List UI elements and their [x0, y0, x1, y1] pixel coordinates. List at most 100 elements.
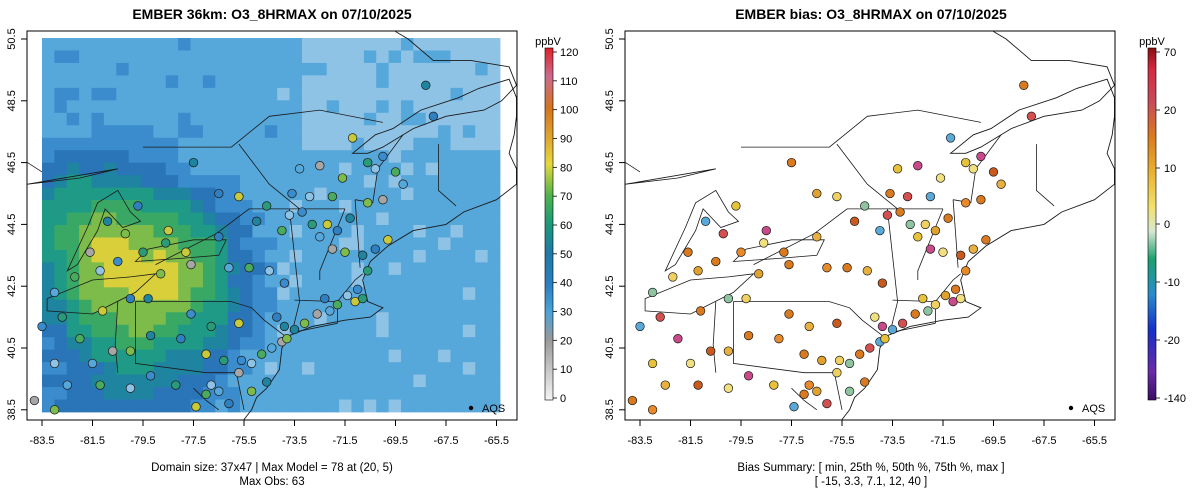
observation-point	[171, 380, 181, 390]
heatmap-cell	[190, 87, 204, 101]
heatmap-cell	[202, 125, 216, 139]
observation-point	[312, 309, 322, 319]
heatmap-cell	[42, 237, 55, 251]
heatmap-cell	[79, 100, 92, 114]
heatmap-cell	[314, 324, 328, 338]
colorbar-tick-label: 110	[560, 76, 578, 88]
heatmap-cell	[314, 187, 328, 201]
heatmap-cell	[339, 62, 352, 76]
heatmap-cell	[450, 50, 464, 64]
heatmap-cell	[79, 75, 92, 89]
heatmap-cell	[326, 349, 340, 363]
observation-point	[145, 371, 156, 381]
bias-point	[902, 191, 913, 202]
heatmap-cell	[326, 387, 340, 400]
heatmap-cell	[215, 50, 229, 64]
left-plot-frame	[26, 30, 518, 421]
heatmap-cell	[227, 87, 241, 101]
heatmap-cell	[141, 337, 154, 351]
heatmap-cell	[376, 62, 389, 76]
bias-point	[789, 402, 799, 412]
state-border	[733, 301, 883, 336]
heatmap-cell	[116, 212, 130, 226]
heatmap-cell	[153, 274, 167, 288]
observation-point	[284, 210, 295, 220]
heatmap-cell	[103, 249, 117, 263]
heatmap-cell	[91, 75, 105, 89]
heatmap-cell	[301, 399, 315, 413]
heatmap-cell	[153, 212, 167, 226]
right-footer-line2: [ -15, 3.3, 7.1, 12, 40 ]	[815, 476, 928, 488]
heatmap-cell	[103, 324, 117, 338]
right-plot-frame	[624, 30, 1116, 421]
heatmap-cell	[487, 312, 501, 326]
observation-point	[181, 247, 191, 257]
heatmap-cell	[475, 62, 489, 76]
heatmap-cell	[264, 237, 278, 251]
heatmap-cell	[462, 200, 476, 213]
observation-point	[299, 318, 310, 328]
heatmap-cell	[240, 150, 253, 164]
heatmap-cell	[462, 362, 476, 375]
heatmap-cell	[438, 349, 451, 363]
left-footer-line2: Max Obs: 63	[239, 476, 304, 488]
left-colorbar-unit: ppbV	[535, 36, 561, 48]
heatmap-cell	[301, 162, 315, 176]
right-aqs-legend-label: AQS	[1082, 403, 1105, 415]
heatmap-cell	[277, 75, 290, 89]
bias-point	[804, 380, 814, 390]
heatmap-cell	[326, 374, 340, 388]
heatmap-cell	[178, 162, 191, 176]
heatmap-cell	[165, 125, 179, 139]
heatmap-cell	[438, 362, 451, 375]
heatmap-cell	[42, 212, 55, 226]
bias-point	[943, 213, 953, 223]
heatmap-cell	[202, 274, 216, 288]
heatmap-cell	[438, 187, 451, 201]
heatmap-cell	[153, 137, 167, 151]
heatmap-cell	[475, 187, 489, 201]
heatmap-cell	[388, 374, 402, 388]
heatmap-cell	[240, 50, 253, 64]
heatmap-cell	[153, 349, 167, 363]
bias-point	[925, 191, 936, 202]
heatmap-cell	[425, 249, 439, 263]
heatmap-cell	[178, 225, 191, 238]
heatmap-cell	[103, 112, 117, 126]
observation-point	[287, 188, 297, 199]
observation-point	[206, 321, 216, 332]
heatmap-cell	[475, 387, 489, 400]
heatmap-cell	[264, 62, 278, 76]
heatmap-cell	[202, 237, 216, 251]
bias-point	[647, 287, 658, 298]
heatmap-cell	[376, 349, 389, 363]
heatmap-cell	[141, 112, 154, 126]
heatmap-cell	[54, 212, 68, 226]
heatmap-cell	[388, 337, 402, 351]
heatmap-cell	[376, 362, 389, 375]
bias-point	[723, 383, 734, 393]
heatmap-cell	[42, 137, 55, 151]
bias-point	[706, 346, 716, 356]
heatmap-cell	[301, 237, 315, 251]
bias-point	[723, 346, 734, 356]
lake-outline	[664, 189, 740, 272]
heatmap-cell	[351, 187, 365, 201]
heatmap-cell	[141, 299, 154, 313]
heatmap-cell	[165, 38, 179, 51]
heatmap-cell	[141, 100, 154, 114]
heatmap-cell	[425, 349, 439, 363]
heatmap-cell	[376, 225, 389, 238]
heatmap-cell	[487, 225, 501, 238]
heatmap-cell	[54, 324, 68, 338]
heatmap-cell	[252, 100, 266, 114]
state-border	[236, 372, 245, 410]
heatmap-cell	[438, 287, 451, 301]
observation-point	[236, 355, 247, 366]
heatmap-cell	[42, 312, 55, 326]
heatmap-cell	[277, 87, 290, 101]
heatmap-cell	[388, 87, 402, 101]
bias-point	[693, 266, 703, 276]
bias-point	[812, 386, 822, 396]
heatmap-cell	[400, 237, 414, 251]
